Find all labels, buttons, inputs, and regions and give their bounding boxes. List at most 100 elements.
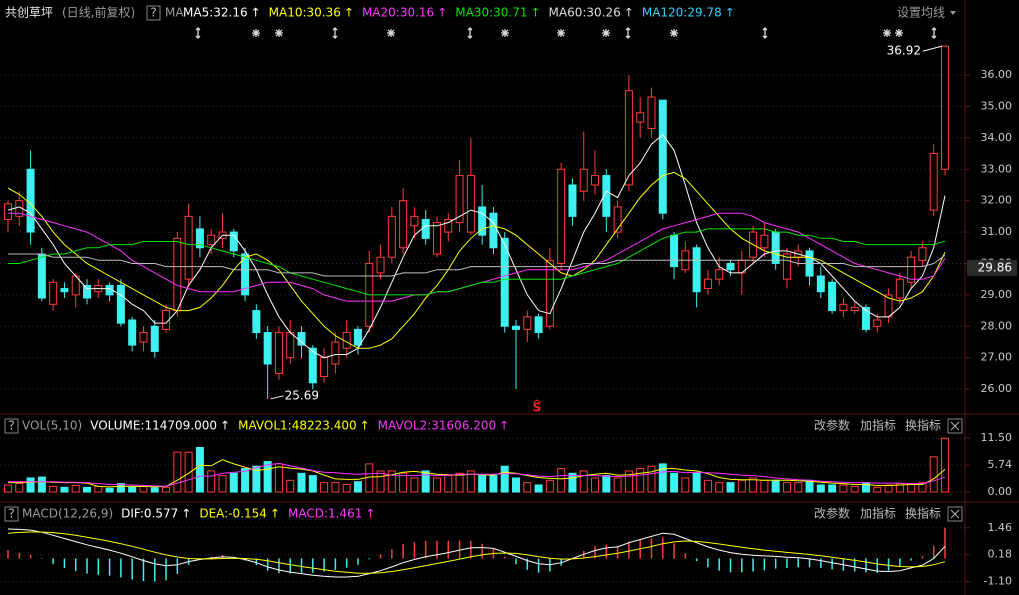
volume-bar — [647, 465, 656, 493]
volume-bar — [229, 472, 238, 493]
ma-line — [8, 228, 946, 296]
panel-button[interactable]: 加指标 — [860, 506, 896, 521]
volume-bar — [760, 479, 769, 493]
indicator-name: MA — [165, 6, 184, 20]
candle-body — [184, 215, 193, 280]
y-tick-label: 36.00 — [981, 68, 1013, 81]
annotation-arrow — [270, 395, 284, 400]
low-annotation: 25.69 — [285, 388, 319, 402]
indicator-value: DIF:0.577 — [121, 507, 178, 521]
volume-bar — [94, 485, 103, 493]
y-tick-label: 34.00 — [981, 131, 1013, 144]
candle-body — [376, 256, 385, 274]
volume-bar — [15, 483, 24, 493]
panel-button[interactable]: 改参数 — [814, 418, 850, 433]
help-button[interactable] — [146, 5, 161, 21]
settings-button[interactable]: 设置均线 — [897, 6, 945, 20]
candle-body — [850, 306, 859, 312]
volume-bar — [636, 468, 645, 493]
panel-button[interactable]: 改参数 — [814, 506, 850, 521]
panel-button[interactable]: 换指标 — [905, 418, 941, 433]
help-icon[interactable]: ? — [150, 6, 156, 20]
y-tick-label: 33.00 — [981, 162, 1013, 175]
y-tick-label: 0.18 — [988, 548, 1013, 561]
panel-button[interactable]: 加指标 — [860, 418, 896, 433]
candle-body — [195, 228, 204, 249]
candle-body — [489, 212, 498, 249]
candle-body — [703, 278, 712, 290]
volume-bar — [49, 485, 58, 493]
indicator-value: MACD:1.461 — [288, 507, 362, 521]
candle-body — [839, 303, 848, 312]
indicator-arrow: ↑ — [530, 6, 540, 20]
indicator-value: MA60:30.26 — [549, 6, 621, 20]
volume-bar — [715, 482, 724, 493]
volume-bar — [941, 437, 949, 493]
candle-body — [320, 357, 329, 378]
help-icon[interactable]: ? — [8, 507, 14, 521]
y-tick-label: 1.46 — [988, 521, 1013, 534]
event-marker — [625, 27, 631, 39]
help-button[interactable] — [4, 418, 19, 434]
signal-caret — [532, 399, 542, 404]
candle-body — [613, 206, 622, 233]
volume-bar — [162, 486, 171, 493]
candle-body — [241, 253, 250, 296]
volume-bar — [342, 484, 351, 493]
dropdown-icon[interactable] — [950, 11, 956, 15]
volume-bar — [850, 485, 859, 493]
indicator-arrow: ↑ — [365, 507, 375, 521]
volume-bar — [670, 472, 679, 493]
volume-bar — [624, 470, 633, 493]
candle-body — [782, 253, 791, 280]
panel-button[interactable]: 换指标 — [905, 506, 941, 521]
event-marker — [195, 27, 201, 39]
help-icon[interactable]: ? — [8, 419, 14, 433]
volume-bar — [128, 486, 137, 493]
volume-bar — [60, 486, 69, 493]
volume-bar — [218, 475, 227, 493]
volume-bar — [286, 479, 295, 493]
subtitle: (日线,前复权) — [62, 5, 135, 20]
close-icon[interactable] — [950, 509, 960, 519]
help-button[interactable] — [4, 506, 19, 522]
volume-bar — [794, 482, 803, 493]
volume-bar — [839, 484, 848, 493]
candle-body — [591, 175, 600, 186]
candle-body — [263, 332, 272, 365]
event-marker — [670, 29, 678, 37]
indicator-arrow: ↑ — [624, 6, 634, 20]
y-tick-label: 28.00 — [981, 319, 1013, 332]
event-marker — [557, 29, 565, 37]
y-tick-label: 35.00 — [981, 99, 1013, 112]
candle-body — [929, 153, 938, 211]
volume-bar — [26, 477, 35, 493]
candle-body — [60, 288, 69, 293]
close-icon[interactable] — [950, 421, 960, 431]
candle-body — [229, 231, 238, 252]
candle-body — [432, 222, 441, 255]
panel-title: MACD(12,26,9) — [22, 507, 113, 521]
candle-body — [173, 237, 182, 312]
volume-bar — [568, 472, 577, 493]
y-tick-label: 11.50 — [981, 431, 1013, 444]
volume-bar — [534, 484, 543, 493]
volume-bar — [737, 479, 746, 493]
event-marker — [275, 29, 283, 37]
indicator-arrow: ↑ — [181, 507, 191, 521]
volume-bar — [105, 487, 114, 493]
candle-body — [771, 231, 780, 264]
volume-bar — [500, 465, 509, 493]
volume-bar — [805, 479, 814, 493]
signal-label: S — [533, 401, 542, 415]
close-button[interactable] — [947, 506, 963, 522]
close-button[interactable] — [947, 418, 963, 434]
volume-bar — [512, 477, 521, 493]
indicator-arrow: ↑ — [360, 419, 370, 433]
candle-body — [523, 316, 532, 330]
indicator-value: MA120:29.78 — [642, 6, 722, 20]
candle-body — [128, 319, 137, 346]
candle-body — [895, 278, 904, 299]
volume-bar — [252, 465, 261, 493]
